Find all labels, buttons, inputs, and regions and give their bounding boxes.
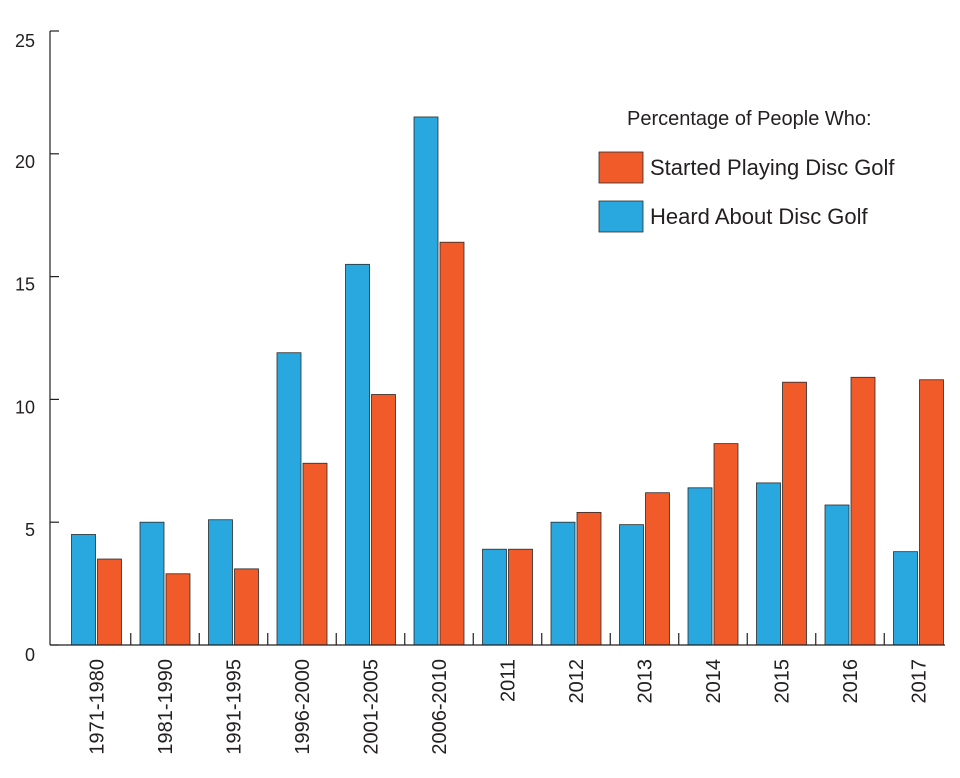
bar-started-playing xyxy=(165,573,191,646)
x-category-label: 2011 xyxy=(498,659,520,702)
y-tick-label: 20 xyxy=(15,152,35,172)
bar-started-playing xyxy=(439,241,465,646)
bar-started-playing xyxy=(645,492,670,646)
bar-heard-about xyxy=(482,548,507,646)
bar-heard-about xyxy=(208,519,233,646)
x-category-label: 2006-2010 xyxy=(429,659,451,755)
legend-swatch-started-playing xyxy=(598,151,644,184)
legend-label-heard-about: Heard About Disc Golf xyxy=(650,204,869,229)
bar-started-playing xyxy=(508,548,533,646)
bar-started-playing xyxy=(371,394,396,646)
bar-heard-about xyxy=(71,534,96,646)
bar-started-playing xyxy=(97,558,122,646)
bar-heard-about xyxy=(756,482,781,646)
x-category-label: 1996-2000 xyxy=(292,659,314,755)
y-tick-label: 25 xyxy=(15,31,35,51)
x-category-label: 1981-1990 xyxy=(155,659,177,755)
legend-swatch-heard-about xyxy=(598,200,644,233)
bar-started-playing xyxy=(919,379,944,646)
x-axis: 1971-1980 1981-1990 1991-1995 1996-2000 2001… xyxy=(50,633,945,755)
bar-started-playing xyxy=(850,376,876,646)
y-tick-label: 0 xyxy=(25,645,35,665)
y-axis: 0 5 10 15 20 25 xyxy=(15,30,59,665)
x-category-label: 1971-1980 xyxy=(87,659,109,755)
x-category-label: 1991-1995 xyxy=(224,659,246,755)
bar-heard-about xyxy=(139,521,165,646)
bar-heard-about xyxy=(687,487,713,646)
bar-started-playing xyxy=(302,462,328,646)
legend-title: Percentage of People Who: xyxy=(627,108,872,130)
bar-heard-about xyxy=(345,263,370,646)
x-category-label: 2016 xyxy=(840,659,862,704)
y-tick-label: 10 xyxy=(15,397,35,417)
bars-group xyxy=(71,116,944,646)
x-category-label: 2015 xyxy=(772,659,794,704)
legend: Percentage of People Who: Started Playin… xyxy=(598,108,895,233)
bar-started-playing xyxy=(234,568,259,646)
x-category-label: 2012 xyxy=(566,659,588,704)
y-tick-label: 15 xyxy=(15,275,35,295)
x-category-label: 2017 xyxy=(909,659,931,704)
bar-heard-about xyxy=(413,116,439,646)
bar-started-playing xyxy=(713,443,739,646)
legend-label-started-playing: Started Playing Disc Golf xyxy=(650,155,895,180)
bar-heard-about xyxy=(276,352,302,646)
bar-heard-about xyxy=(824,504,850,646)
y-tick-label: 5 xyxy=(25,520,35,540)
x-category-label: 2014 xyxy=(703,659,725,704)
x-category-label: 2013 xyxy=(635,659,657,704)
bar-started-playing xyxy=(782,381,807,646)
bar-started-playing xyxy=(576,511,602,646)
bar-heard-about xyxy=(893,551,918,646)
x-category-label: 2001-2005 xyxy=(361,659,383,755)
bar-heard-about xyxy=(550,521,576,646)
bar-heard-about xyxy=(619,524,644,646)
